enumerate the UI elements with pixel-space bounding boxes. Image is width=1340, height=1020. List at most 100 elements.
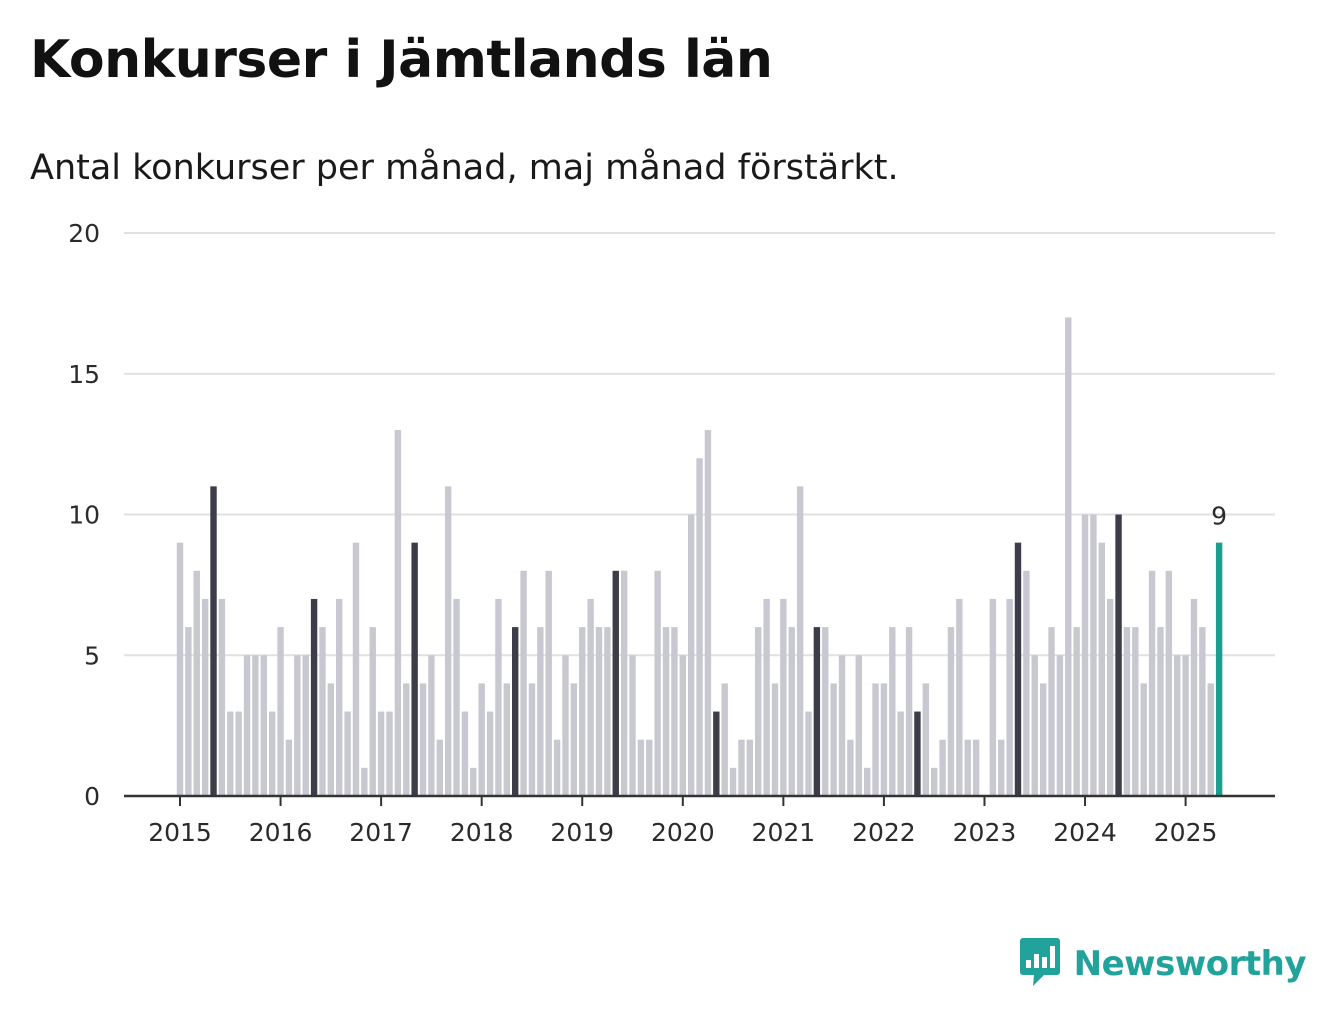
bar bbox=[1174, 655, 1181, 796]
bar bbox=[822, 627, 829, 796]
bar bbox=[620, 570, 628, 796]
bar bbox=[1115, 514, 1122, 796]
bar bbox=[939, 739, 946, 796]
bar bbox=[755, 627, 762, 796]
bar bbox=[210, 486, 217, 796]
bar bbox=[729, 767, 737, 796]
bar bbox=[327, 683, 335, 796]
bar bbox=[176, 542, 184, 796]
x-tick-label: 2017 bbox=[349, 818, 413, 847]
bar bbox=[310, 598, 318, 796]
y-tick-label: 15 bbox=[68, 360, 100, 389]
bar bbox=[922, 683, 930, 796]
y-tick-label: 10 bbox=[68, 501, 100, 530]
bar bbox=[830, 683, 837, 796]
y-tick-label: 5 bbox=[84, 641, 100, 670]
y-tick-label: 20 bbox=[68, 219, 100, 248]
bar bbox=[486, 711, 494, 796]
bar bbox=[738, 739, 745, 796]
chart-title: Konkurser i Jämtlands län bbox=[30, 30, 773, 90]
bar bbox=[1207, 683, 1214, 796]
bar bbox=[947, 627, 955, 796]
bar bbox=[352, 542, 360, 796]
bar bbox=[394, 430, 402, 796]
bar bbox=[235, 711, 242, 796]
bar bbox=[528, 683, 536, 796]
bar bbox=[612, 570, 619, 796]
bar bbox=[294, 655, 301, 796]
bar bbox=[260, 655, 267, 796]
bar bbox=[553, 739, 561, 796]
bar bbox=[470, 767, 477, 796]
bar bbox=[880, 683, 888, 796]
x-tick-label: 2022 bbox=[852, 818, 916, 847]
tick-labels: 0 5 10 15 20 2015 2016 2017 2018 2019 2020 2021 2022… bbox=[68, 219, 1227, 847]
bar bbox=[972, 739, 980, 796]
bar bbox=[453, 598, 460, 796]
bar bbox=[687, 514, 695, 796]
bar bbox=[847, 739, 854, 796]
bar bbox=[444, 486, 452, 796]
bar bbox=[989, 598, 997, 796]
bar bbox=[386, 711, 393, 796]
bar bbox=[646, 739, 653, 796]
bar bbox=[838, 655, 846, 796]
bar bbox=[377, 711, 385, 796]
bar bbox=[193, 570, 200, 796]
bar-chart: 0 5 10 15 20 2015 2016 2017 2018 2019 2020 2021 2022… bbox=[68, 219, 1275, 847]
bar bbox=[595, 627, 603, 796]
bar bbox=[704, 430, 712, 796]
bar bbox=[1031, 655, 1038, 796]
x-tick-label: 2018 bbox=[450, 818, 514, 847]
bar bbox=[1039, 683, 1047, 796]
bar bbox=[746, 739, 754, 796]
chart-subtitle: Antal konkurser per månad, maj månad för… bbox=[30, 148, 899, 188]
bar bbox=[1165, 570, 1173, 796]
bar bbox=[436, 739, 443, 796]
bar bbox=[243, 655, 251, 796]
bar bbox=[1215, 542, 1223, 796]
x-tick-label: 2025 bbox=[1154, 818, 1218, 847]
bar bbox=[629, 655, 636, 796]
bar bbox=[1048, 627, 1055, 796]
bar bbox=[562, 655, 569, 796]
bar bbox=[604, 627, 611, 796]
x-tick-label: 2020 bbox=[651, 818, 715, 847]
bar bbox=[1157, 627, 1164, 796]
bar bbox=[1140, 683, 1147, 796]
bar bbox=[788, 627, 795, 796]
bar bbox=[218, 598, 226, 796]
bar bbox=[721, 683, 728, 796]
bar bbox=[637, 739, 645, 796]
bar bbox=[285, 739, 293, 796]
bar bbox=[855, 655, 862, 796]
bar bbox=[587, 598, 594, 796]
bar bbox=[1182, 655, 1189, 796]
bar bbox=[503, 683, 511, 796]
bar bbox=[1090, 514, 1097, 796]
bar bbox=[872, 683, 879, 796]
bar bbox=[1106, 598, 1114, 796]
bar bbox=[520, 570, 527, 796]
brand-name: Newsworthy bbox=[1073, 944, 1307, 984]
bar bbox=[1148, 570, 1156, 796]
bar bbox=[713, 711, 720, 796]
x-tick-label: 2021 bbox=[752, 818, 816, 847]
bar bbox=[796, 486, 804, 796]
bar bbox=[369, 627, 376, 796]
bar bbox=[227, 711, 234, 796]
bar bbox=[579, 627, 586, 796]
x-tick-label: 2015 bbox=[148, 818, 212, 847]
bar bbox=[403, 683, 410, 796]
bar bbox=[495, 598, 502, 796]
bar bbox=[1199, 627, 1206, 796]
bar bbox=[537, 627, 544, 796]
bar bbox=[277, 627, 284, 796]
bar bbox=[268, 711, 276, 796]
bar bbox=[780, 598, 787, 796]
bar bbox=[889, 627, 896, 796]
bar bbox=[813, 627, 821, 796]
bar bbox=[570, 683, 578, 796]
x-tick-label: 2016 bbox=[249, 818, 313, 847]
bar bbox=[1014, 542, 1022, 796]
